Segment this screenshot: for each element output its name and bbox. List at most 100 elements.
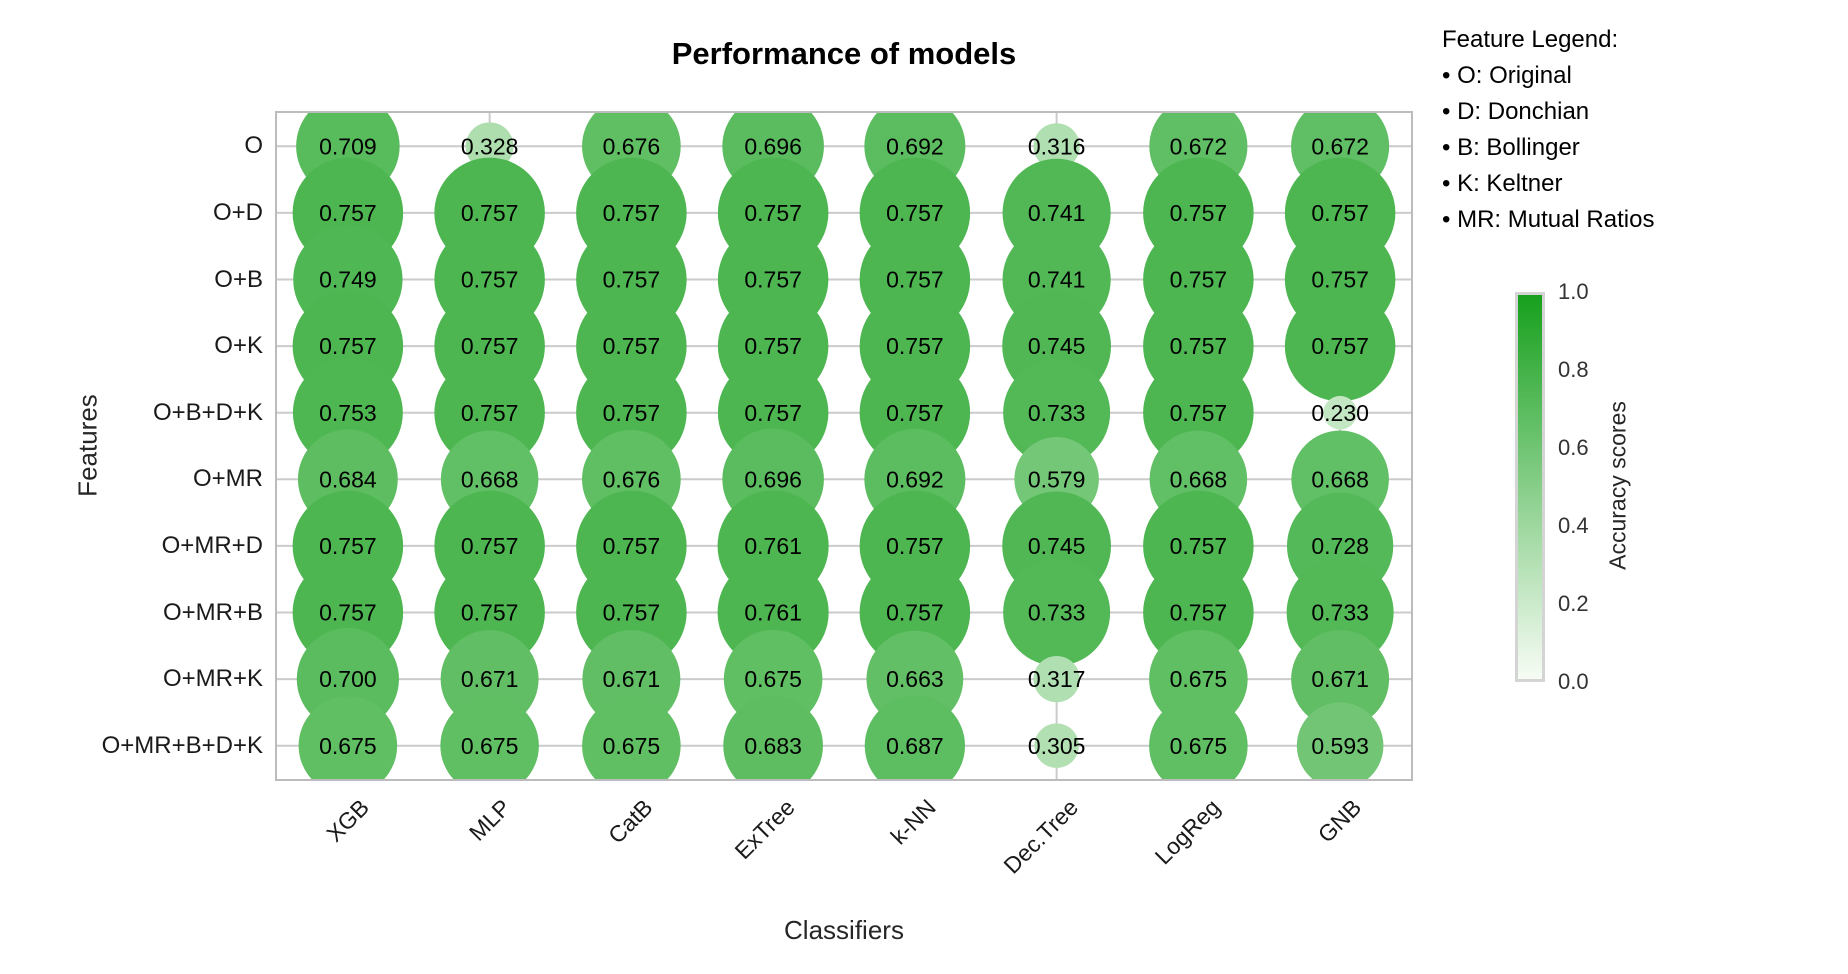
x-tick-label: k-NN bbox=[885, 794, 942, 850]
bubble-value-label: 0.757 bbox=[1170, 533, 1228, 559]
bubble-value-label: 0.675 bbox=[603, 733, 661, 759]
bubble-value-label: 0.757 bbox=[744, 267, 802, 293]
bubble-value-label: 0.700 bbox=[319, 666, 377, 692]
bubble-value-label: 0.757 bbox=[319, 533, 377, 559]
bubble-value-label: 0.671 bbox=[1311, 666, 1369, 692]
bubble bbox=[1323, 395, 1357, 430]
bubble-value-label: 0.757 bbox=[603, 200, 661, 226]
bubble-value-label: 0.757 bbox=[744, 333, 802, 359]
y-tick-label: O bbox=[244, 132, 263, 160]
bubble-value-label: 0.757 bbox=[603, 333, 661, 359]
x-tick-label: ExTree bbox=[729, 794, 800, 865]
bubble-value-label: 0.757 bbox=[603, 400, 661, 426]
bubble-value-label: 0.676 bbox=[603, 133, 661, 159]
bubble-value-label: 0.671 bbox=[461, 666, 519, 692]
chart-title: Performance of models bbox=[671, 36, 1017, 71]
bubble-value-label: 0.757 bbox=[886, 267, 944, 293]
feature-legend: Feature Legend: • O: Original • D: Donchi… bbox=[1442, 22, 1654, 233]
y-tick-label: O+MR bbox=[192, 465, 263, 493]
bubble-value-label: 0.733 bbox=[1311, 600, 1369, 626]
bubble-value-label: 0.757 bbox=[603, 267, 661, 293]
bubble-value-label: 0.757 bbox=[603, 533, 661, 559]
y-tick-label: O+K bbox=[214, 332, 263, 360]
bubble bbox=[1291, 630, 1390, 729]
bubble-value-label: 0.728 bbox=[1311, 533, 1369, 559]
bubble-value-label: 0.709 bbox=[319, 133, 377, 159]
bubble-value-label: 0.757 bbox=[1311, 200, 1369, 226]
bubble-value-label: 0.757 bbox=[886, 200, 944, 226]
bubble-value-label: 0.696 bbox=[744, 133, 802, 159]
bubble-value-label: 0.757 bbox=[319, 333, 377, 359]
colorbar-tick-label: 0.2 bbox=[1558, 591, 1589, 616]
bubble-value-label: 0.741 bbox=[1028, 200, 1086, 226]
bubble-value-label: 0.757 bbox=[744, 400, 802, 426]
bubble-value-label: 0.692 bbox=[886, 466, 944, 492]
feature-legend-items: • O: Original • D: Donchian • B: Bollinger… bbox=[1442, 58, 1654, 233]
feature-legend-item: • O: Original bbox=[1442, 62, 1572, 89]
plot-area: 0.709 0.328 0.676 0.696 0.692 0.316 0.672 0.672… bbox=[275, 111, 1413, 781]
y-axis-label: Features bbox=[72, 394, 103, 497]
bubble-value-label: 0.675 bbox=[1170, 666, 1228, 692]
bubble-value-label: 0.579 bbox=[1028, 466, 1086, 492]
bubble bbox=[465, 122, 514, 171]
colorbar-tick-label: 0.4 bbox=[1558, 513, 1589, 538]
bubble-value-label: 0.757 bbox=[461, 333, 519, 359]
y-tick-label: O+B bbox=[214, 265, 263, 293]
bubble-value-label: 0.757 bbox=[1170, 333, 1228, 359]
bubble bbox=[1034, 723, 1079, 768]
bubble bbox=[1003, 359, 1111, 467]
bubble-value-label: 0.757 bbox=[1170, 267, 1228, 293]
feature-legend-item: • B: Bollinger bbox=[1442, 134, 1580, 161]
x-tick-label: LogReg bbox=[1149, 794, 1225, 870]
bubble-value-label: 0.328 bbox=[461, 133, 519, 159]
y-tick-label: O+B+D+K bbox=[152, 398, 263, 426]
bubble-value-label: 0.745 bbox=[1028, 533, 1086, 559]
bubble-value-label: 0.316 bbox=[1028, 133, 1086, 159]
bubble-value-label: 0.733 bbox=[1028, 600, 1086, 626]
bubble-value-label: 0.757 bbox=[886, 533, 944, 559]
feature-legend-item: • K: Keltner bbox=[1442, 170, 1563, 197]
bubble bbox=[1296, 702, 1384, 779]
bubble-value-label: 0.687 bbox=[886, 733, 944, 759]
colorbar-tick-label: 1.0 bbox=[1558, 279, 1589, 304]
bubble-value-label: 0.757 bbox=[1311, 267, 1369, 293]
bubble-value-label: 0.757 bbox=[461, 533, 519, 559]
bubble bbox=[1149, 696, 1248, 779]
bubble-value-label: 0.741 bbox=[1028, 267, 1086, 293]
bubble-value-label: 0.753 bbox=[319, 400, 377, 426]
bubble-value-label: 0.757 bbox=[461, 400, 519, 426]
bubble-value-label: 0.668 bbox=[461, 466, 519, 492]
bubble-value-label: 0.668 bbox=[1311, 466, 1369, 492]
bubble bbox=[864, 695, 966, 779]
bubble-value-label: 0.593 bbox=[1311, 733, 1369, 759]
bubble bbox=[582, 696, 681, 779]
y-tick-label: O+MR+K bbox=[162, 665, 263, 693]
feature-legend-item: • MR: Mutual Ratios bbox=[1442, 206, 1655, 233]
y-tick-label: O+MR+D bbox=[161, 531, 263, 559]
x-axis-label: Classifiers bbox=[784, 915, 904, 945]
bubble-value-label: 0.684 bbox=[319, 466, 377, 492]
x-tick-label: Dec.Tree bbox=[998, 794, 1084, 879]
bubble-value-label: 0.757 bbox=[461, 267, 519, 293]
colorbar bbox=[1515, 292, 1545, 682]
bubble bbox=[1003, 558, 1111, 667]
bubble-value-label: 0.317 bbox=[1028, 666, 1086, 692]
bubble bbox=[1284, 290, 1396, 402]
y-tick-label: O+D bbox=[212, 198, 263, 226]
bubble-value-label: 0.668 bbox=[1170, 466, 1228, 492]
bubble-value-label: 0.676 bbox=[603, 466, 661, 492]
bubble-value-label: 0.745 bbox=[1028, 333, 1086, 359]
bubble-value-label: 0.757 bbox=[461, 200, 519, 226]
bubble bbox=[298, 696, 398, 779]
bubble-value-label: 0.757 bbox=[319, 200, 377, 226]
bubble-value-label: 0.757 bbox=[1170, 600, 1228, 626]
bubble bbox=[723, 695, 823, 779]
bubble-value-label: 0.675 bbox=[744, 666, 802, 692]
bubble-value-label: 0.761 bbox=[744, 533, 802, 559]
bubble-value-label: 0.757 bbox=[1170, 200, 1228, 226]
x-tick-label: CatB bbox=[603, 794, 658, 849]
y-tick-label: O+MR+B+D+K bbox=[101, 731, 263, 759]
x-tick-label: GNB bbox=[1312, 794, 1367, 848]
bubble-value-label: 0.733 bbox=[1028, 400, 1086, 426]
colorbar-tick-label: 0.0 bbox=[1558, 669, 1589, 694]
